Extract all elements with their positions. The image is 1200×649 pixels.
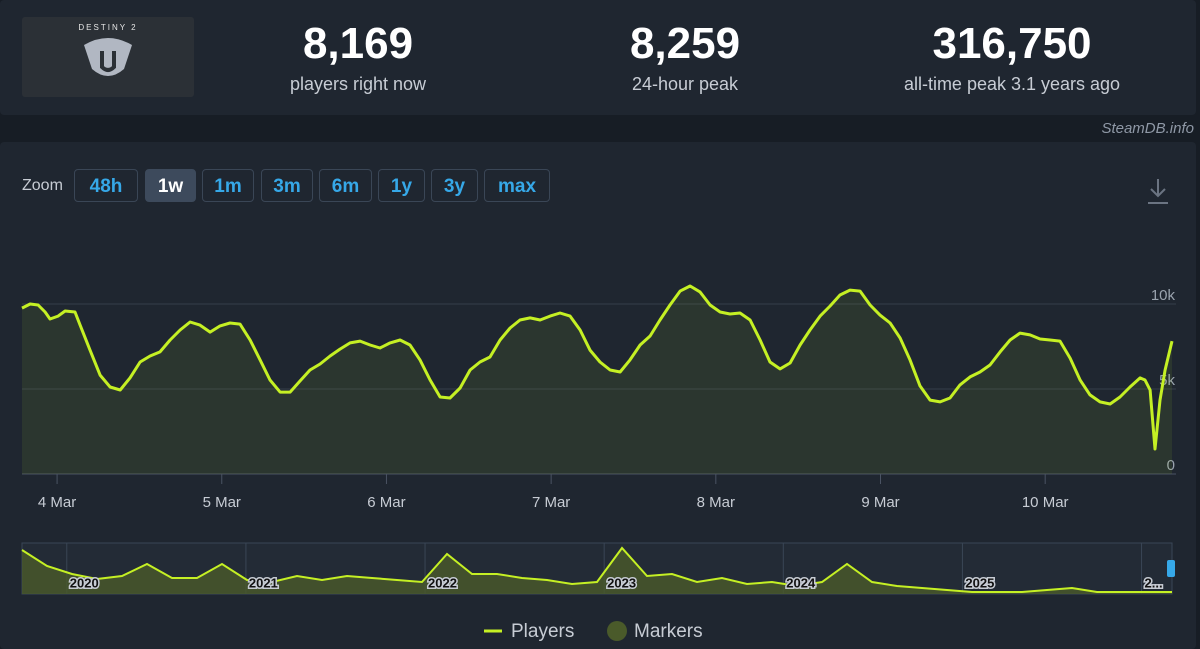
zoom-button[interactable]: 3y [431,169,478,202]
zoom-button[interactable]: 1m [202,169,254,202]
x-tick-label: 6 Mar [367,494,405,511]
zoom-button[interactable]: 3m [261,169,313,202]
navigator-handle[interactable] [1167,560,1175,577]
stat-label: players right now [289,74,427,94]
game-logo: DESTINY 2 [22,17,194,97]
navigator-label: 2021 [249,575,278,590]
navigator-label: 2024 [786,575,816,590]
x-tick-label: 8 Mar [697,494,735,511]
navigator-label: 2022 [428,575,457,590]
download-icon[interactable] [1148,179,1168,204]
zoom-button[interactable]: 48h [74,169,138,202]
legend-label: Markers [634,621,703,642]
zoom-button[interactable]: 1y [378,169,425,202]
stat-label: all-time peak 3.1 years ago [903,74,1121,94]
stat-label: 24-hour peak [631,74,739,94]
navigator-label: 2023 [607,575,636,590]
y-tick-label: 10k [1151,287,1176,304]
stat-value: 8,259 [629,19,741,68]
stat: 8,169 players right now [198,18,518,95]
x-tick-label: 10 Mar [1022,494,1069,511]
zoom-label: Zoom [22,177,63,194]
legend-marker [607,621,627,641]
zoom-button[interactable]: max [484,169,550,202]
x-tick-label: 7 Mar [532,494,570,511]
legend-label: Players [511,621,574,642]
navigator-label: 2020 [70,575,99,590]
legend: Players Markers [484,621,703,642]
x-tick-label: 5 Mar [203,494,241,511]
stat: 8,259 24-hour peak [525,18,845,95]
navigator-label: 2025 [965,575,994,590]
area [22,286,1172,474]
stat-value: 8,169 [302,19,414,68]
navigator-line [21,546,1172,593]
x-tick-label: 9 Mar [861,494,899,511]
y-tick-label: 0 [1167,457,1175,474]
zoom-button[interactable]: 6m [319,169,372,202]
line [21,284,1174,451]
x-tick-label: 4 Mar [38,494,76,511]
header-panel: DESTINY 2 8,169 players right now 8,259 … [0,0,1196,115]
source: SteamDB.info [1101,120,1194,137]
logo-text: DESTINY 2 [78,23,137,32]
navigator-label: 2... [1145,575,1163,590]
zoom-button[interactable]: 1w [145,169,196,202]
navigator-area [22,548,1172,594]
stat: 316,750 all-time peak 3.1 years ago [852,18,1172,95]
stat-value: 316,750 [932,19,1092,68]
